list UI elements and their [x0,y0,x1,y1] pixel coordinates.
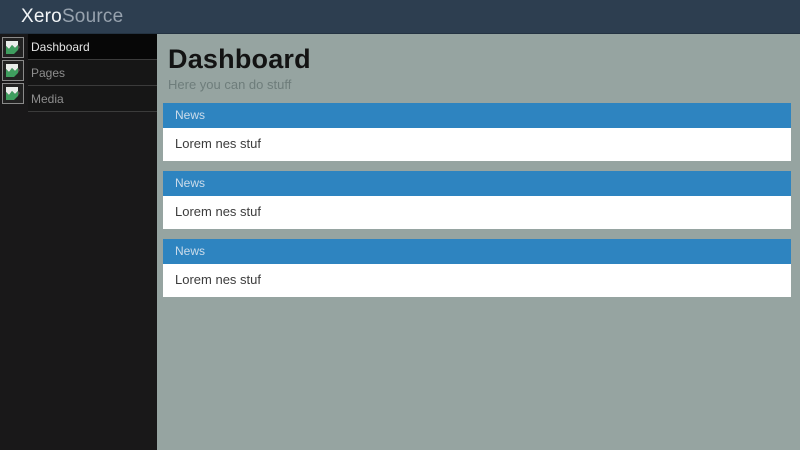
news-panel: News Lorem nes stuf [163,103,791,161]
sidebar-item-pages[interactable]: Pages [28,60,157,86]
sidebar-item-media[interactable]: Media [28,86,157,112]
page-subtitle: Here you can do stuff [168,77,292,92]
broken-image-icon [2,37,24,58]
news-panel-header: News [163,239,791,264]
broken-image-icon [2,83,24,104]
news-panel: News Lorem nes stuf [163,239,791,297]
sidebar: Dashboard Pages Media [0,34,157,450]
sidebar-item-label: Pages [31,65,66,80]
top-header-bar: XeroSource [0,0,800,34]
news-panel-header: News [163,103,791,128]
page-title: Dashboard [168,44,311,74]
sidebar-icon-column [0,34,28,450]
app-logo-primary: Xero [21,5,62,27]
news-panel-body: Lorem nes stuf [163,128,791,161]
app-logo: XeroSource [21,6,123,28]
news-panel: News Lorem nes stuf [163,171,791,229]
app-logo-secondary: Source [61,5,124,27]
sidebar-item-label: Media [31,91,64,106]
sidebar-item-label: Dashboard [31,39,90,54]
sidebar-nav: Dashboard Pages Media [28,34,157,450]
news-panel-body: Lorem nes stuf [163,264,791,297]
sidebar-item-dashboard[interactable]: Dashboard [28,34,157,60]
broken-image-icon [2,60,24,81]
news-panel-header: News [163,171,791,196]
main-content: Dashboard Here you can do stuff News Lor… [157,34,800,450]
news-panel-body: Lorem nes stuf [163,196,791,229]
